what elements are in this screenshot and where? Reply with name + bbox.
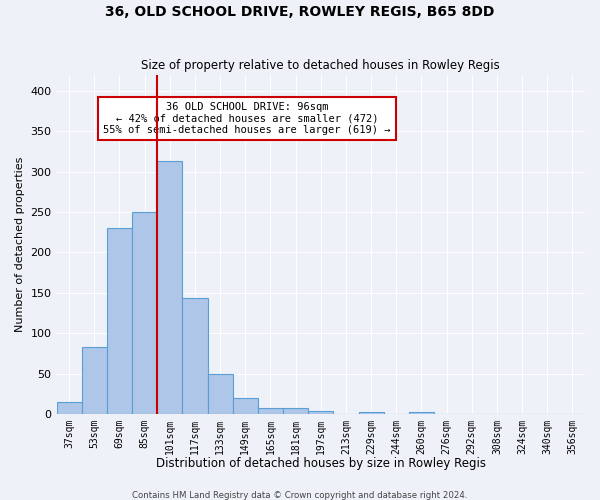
Bar: [56, 402, 82, 414]
Bar: [283, 408, 308, 414]
Title: Size of property relative to detached houses in Rowley Regis: Size of property relative to detached ho…: [142, 59, 500, 72]
Bar: [107, 228, 132, 414]
Text: 36, OLD SCHOOL DRIVE, ROWLEY REGIS, B65 8DD: 36, OLD SCHOOL DRIVE, ROWLEY REGIS, B65 …: [106, 5, 494, 19]
Bar: [233, 398, 258, 414]
Bar: [308, 411, 334, 414]
Bar: [409, 412, 434, 414]
Bar: [182, 298, 208, 414]
Y-axis label: Number of detached properties: Number of detached properties: [15, 156, 25, 332]
Bar: [359, 412, 383, 414]
Text: 36 OLD SCHOOL DRIVE: 96sqm
← 42% of detached houses are smaller (472)
55% of sem: 36 OLD SCHOOL DRIVE: 96sqm ← 42% of deta…: [103, 102, 391, 135]
Bar: [157, 161, 182, 414]
Bar: [132, 212, 157, 414]
X-axis label: Distribution of detached houses by size in Rowley Regis: Distribution of detached houses by size …: [156, 457, 486, 470]
Bar: [258, 408, 283, 414]
Text: Contains HM Land Registry data © Crown copyright and database right 2024.: Contains HM Land Registry data © Crown c…: [132, 490, 468, 500]
Bar: [208, 374, 233, 414]
Bar: [82, 347, 107, 414]
